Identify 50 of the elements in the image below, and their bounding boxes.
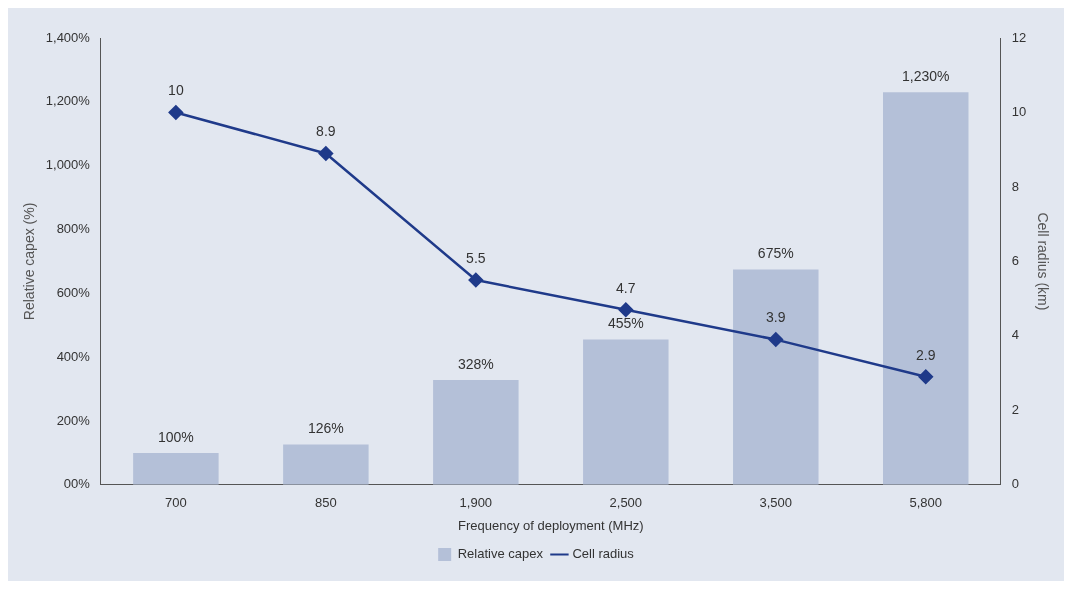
data-label: 675% — [757, 245, 794, 262]
point — [468, 272, 484, 288]
legend-label: Cell radius — [572, 546, 635, 562]
y2-tick-label: 10 — [1011, 104, 1027, 120]
bar — [133, 452, 219, 485]
y-tick-label: 1,400% — [45, 29, 91, 45]
data-label: 10 — [168, 82, 184, 99]
y-tick-label: 400% — [56, 348, 91, 364]
x-tick-label: 5,800 — [909, 495, 943, 511]
point — [768, 332, 784, 347]
y2-tick-label: 6 — [1011, 252, 1019, 268]
data-label: 3.9 — [766, 309, 786, 326]
y-axis-title: Relative capex (%) — [21, 202, 38, 321]
y2-tick-label: 0 — [1011, 476, 1019, 492]
data-label: 1,230% — [902, 68, 950, 85]
y-tick-label: 1,000% — [45, 157, 91, 173]
y2-tick-label: 12 — [1011, 29, 1027, 45]
bar — [883, 92, 969, 485]
data-label: 126% — [307, 420, 344, 437]
data-label: 8.9 — [316, 123, 336, 140]
bar — [733, 269, 819, 485]
data-label: 5.5 — [466, 249, 486, 266]
y2-tick-label: 4 — [1011, 327, 1019, 343]
y-tick-label: 800% — [56, 221, 91, 237]
x-tick-label: 700 — [165, 495, 187, 511]
data-label: 2.9 — [916, 346, 936, 363]
y2-axis-title: Cell radius (km) — [1034, 212, 1051, 311]
data-label: 4.7 — [616, 279, 636, 296]
data-label: 100% — [157, 428, 194, 445]
x-axis-title: Frequency of deployment (MHz) — [457, 517, 644, 533]
x-tick-label: 1,900 — [459, 495, 493, 511]
point — [318, 146, 334, 161]
y-tick-label: 00% — [63, 476, 91, 492]
y-tick-label: 1,200% — [45, 93, 91, 109]
bar — [283, 444, 369, 485]
y-tick-label: 600% — [56, 284, 91, 300]
x-tick-label: 3,500 — [759, 495, 793, 511]
y-tick-label: 200% — [56, 412, 91, 428]
data-label: 455% — [607, 315, 644, 332]
bar — [433, 380, 519, 485]
bar — [583, 339, 669, 485]
y2-tick-label: 8 — [1011, 178, 1019, 194]
legend-label: Relative capex — [457, 546, 544, 562]
x-tick-label: 850 — [315, 495, 337, 511]
data-label: 328% — [457, 355, 494, 372]
point — [618, 302, 634, 318]
point — [168, 105, 184, 120]
y2-tick-label: 2 — [1011, 401, 1019, 417]
point — [918, 369, 933, 385]
x-tick-label: 2,500 — [609, 495, 643, 511]
